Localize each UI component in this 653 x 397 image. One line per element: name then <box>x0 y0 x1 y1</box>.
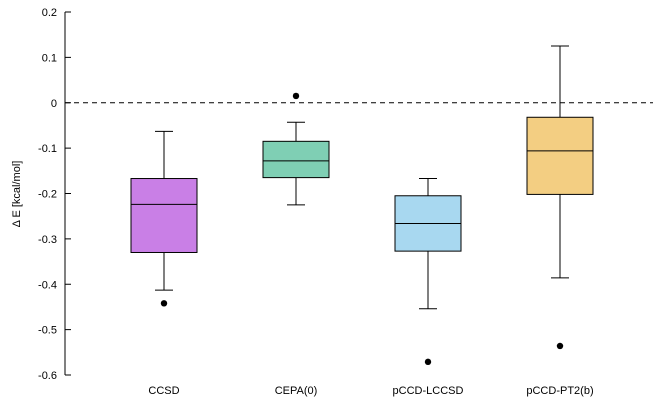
outlier-point <box>160 300 168 307</box>
chart-marks <box>130 45 594 366</box>
iqr-box <box>526 116 594 195</box>
iqr-box <box>262 140 330 179</box>
y-tick-label: 0 <box>51 98 57 110</box>
box-group-pccd-pt2-b- <box>526 45 594 350</box>
y-tick-label: 0.2 <box>42 7 57 19</box>
iqr-box <box>130 178 198 253</box>
y-tick-label: -0.2 <box>38 189 57 201</box>
x-category-label: CCSD <box>148 385 179 397</box>
box-group-cepa-0- <box>262 92 330 206</box>
y-tick-label: -0.4 <box>38 279 57 291</box>
x-category-label: CEPA(0) <box>275 385 318 397</box>
axes: 0.2 0.1 0 -0.1 -0.2 -0.3 -0.4 -0.5 -0.6 CCSD CEPA(… <box>38 7 653 397</box>
x-category-label: pCCD-LCCSD <box>393 385 464 397</box>
outlier-point <box>292 92 300 100</box>
y-tick-label: -0.1 <box>38 143 57 155</box>
y-tick-label: -0.3 <box>38 234 57 246</box>
box-group-pccd-lccsd <box>394 178 462 366</box>
box-group-ccsd <box>130 130 198 307</box>
x-category-label: pCCD-PT2(b) <box>526 385 593 397</box>
y-tick-label: -0.6 <box>38 370 57 382</box>
y-axis-label: Δ E [kcal/mol] <box>11 161 23 228</box>
outlier-point <box>556 342 564 350</box>
y-tick-label: 0.1 <box>42 52 57 64</box>
y-tick-label: -0.5 <box>38 325 57 337</box>
outlier-point <box>424 358 432 366</box>
